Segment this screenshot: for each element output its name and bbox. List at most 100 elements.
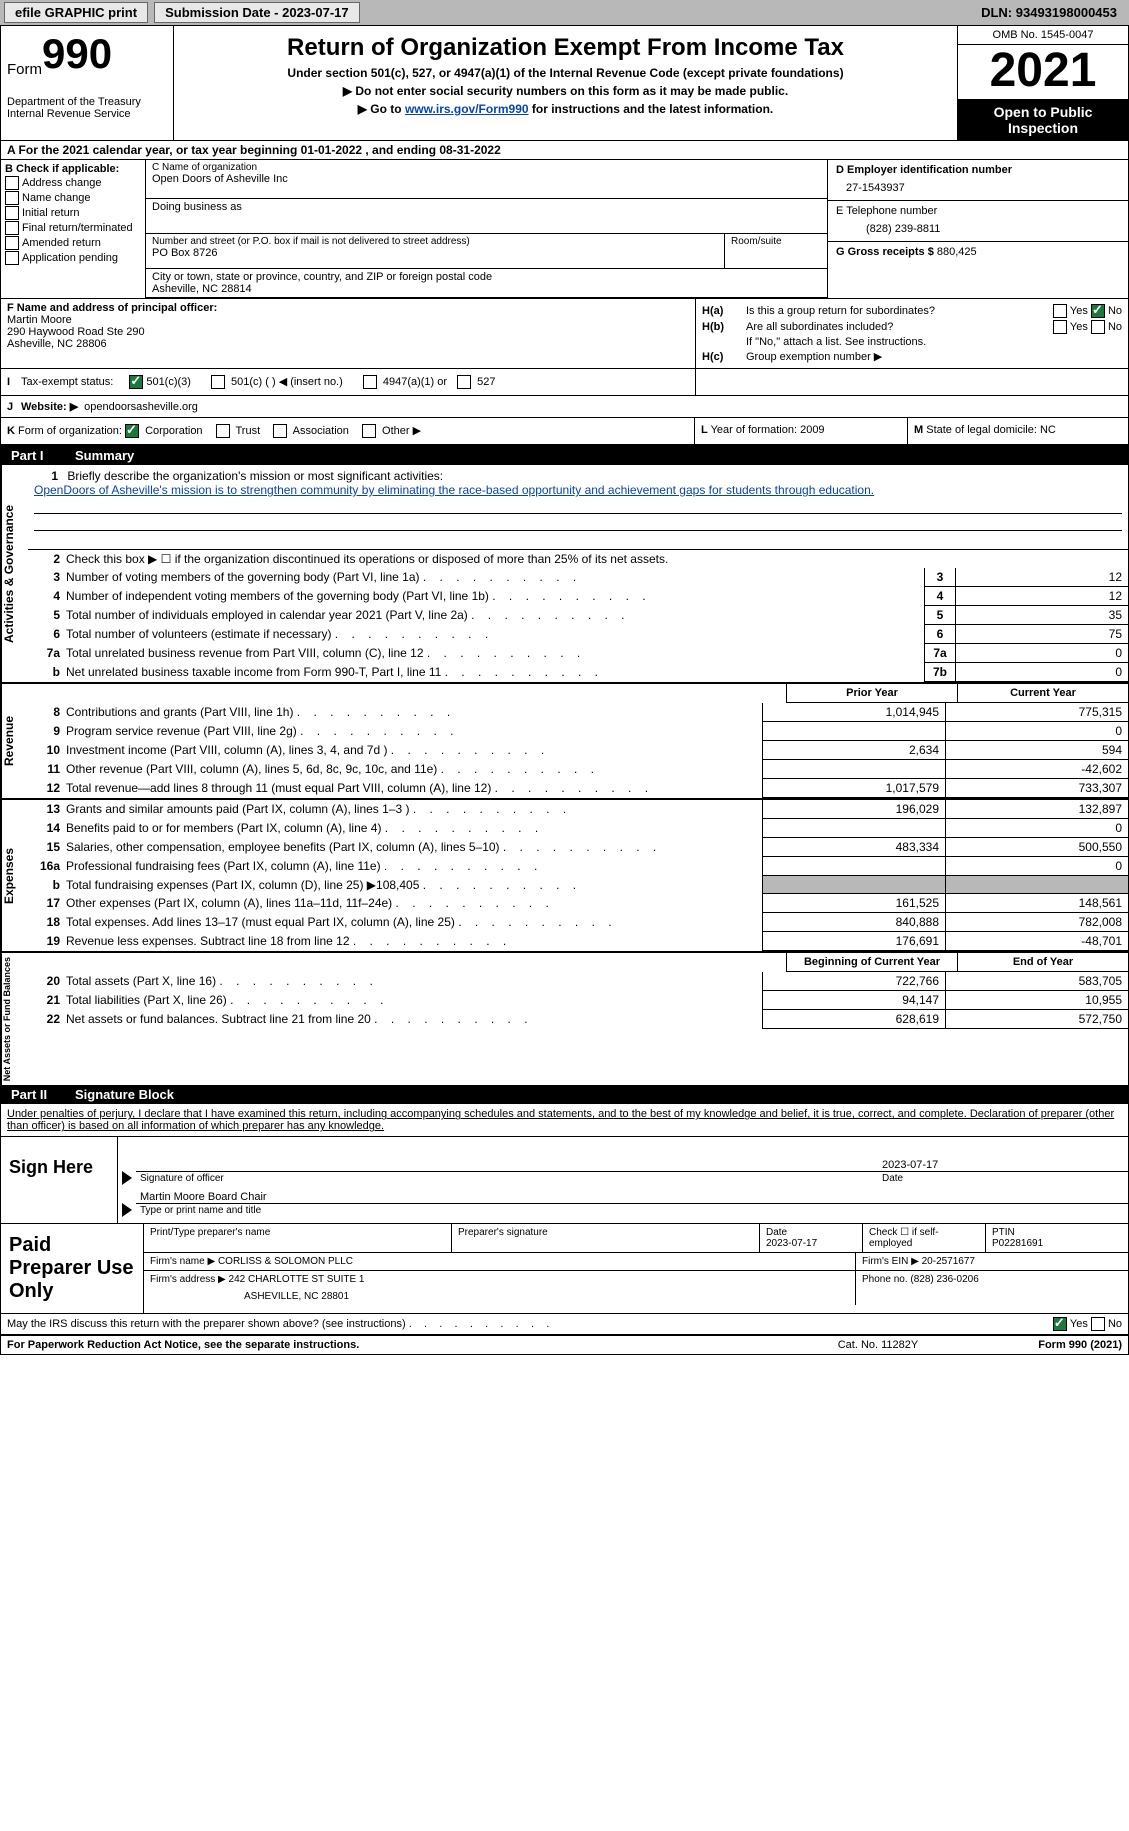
cb-name-change[interactable]: Name change: [5, 191, 141, 205]
header-mid: Return of Organization Exempt From Incom…: [174, 26, 957, 140]
paid-preparer-section: Paid Preparer Use Only Print/Type prepar…: [1, 1223, 1128, 1313]
street-box: Number and street (or P.O. box if mail i…: [146, 234, 725, 268]
col-d: D Employer identification number 27-1543…: [827, 160, 1128, 298]
dln: DLN: 93493198000453: [981, 5, 1125, 20]
efile-print-button[interactable]: efile GRAPHIC print: [4, 2, 148, 23]
cb-trust[interactable]: [216, 424, 230, 438]
dba-box: Doing business as: [146, 199, 827, 234]
row-a-tax-year: A For the 2021 calendar year, or tax yea…: [1, 141, 1128, 160]
irs-yes[interactable]: [1053, 1317, 1067, 1331]
end-year-hdr: End of Year: [957, 953, 1128, 972]
summary-line-7b: bNet unrelated business taxable income f…: [28, 663, 1128, 682]
summary-line-7a: 7aTotal unrelated business revenue from …: [28, 644, 1128, 663]
city-box: City or town, state or province, country…: [146, 269, 827, 298]
sign-here-label: Sign Here: [1, 1137, 118, 1223]
expense-line-b: bTotal fundraising expenses (Part IX, co…: [28, 876, 1128, 894]
tax-year: 2021: [958, 45, 1128, 100]
mission-text: OpenDoors of Asheville's mission is to s…: [34, 483, 874, 497]
form-990-label: Form 990 (2021): [1038, 1339, 1122, 1351]
cb-amended[interactable]: Amended return: [5, 236, 141, 250]
ha-yes[interactable]: [1053, 304, 1067, 318]
year-header-2: Beginning of Current Year End of Year: [28, 953, 1128, 972]
sig-date-label: Date: [878, 1171, 1128, 1185]
perjury-statement: Under penalties of perjury, I declare th…: [1, 1104, 1128, 1136]
summary-line-4: 4Number of independent voting members of…: [28, 587, 1128, 606]
org-name: Open Doors of Asheville Inc: [152, 173, 821, 185]
cb-final[interactable]: Final return/terminated: [5, 221, 141, 235]
ein-box: D Employer identification number 27-1543…: [828, 160, 1128, 201]
form-of-org: K Form of organization: Corporation Trus…: [1, 418, 695, 444]
subdate-label: Submission Date -: [165, 5, 282, 20]
submission-date-button[interactable]: Submission Date - 2023-07-17: [154, 2, 360, 23]
hb-text: Are all subordinates included?: [746, 321, 1053, 333]
revenue-section: Revenue Prior Year Current Year 8Contrib…: [1, 682, 1128, 798]
cb-527[interactable]: [457, 375, 471, 389]
col-h: H(a) Is this a group return for subordin…: [696, 299, 1128, 368]
irs-no[interactable]: [1091, 1317, 1105, 1331]
cb-501c[interactable]: [211, 375, 225, 389]
principal-officer: F Name and address of principal officer:…: [1, 299, 696, 368]
vlabel-ag: Activities & Governance: [1, 465, 28, 682]
netassets-line-21: 21Total liabilities (Part X, line 26)94,…: [28, 991, 1128, 1010]
cb-other[interactable]: [362, 424, 376, 438]
year-formation: L Year of formation: 2009: [695, 418, 908, 444]
expense-line-18: 18Total expenses. Add lines 13–17 (must …: [28, 913, 1128, 932]
prior-year-hdr: Prior Year: [786, 684, 957, 703]
form-number: 990: [42, 30, 112, 78]
officer-name: Martin Moore Board Chair: [136, 1191, 1128, 1203]
topbar: efile GRAPHIC print Submission Date - 20…: [0, 0, 1129, 25]
summary-line-3: 3Number of voting members of the governi…: [28, 568, 1128, 587]
type-name-label: Type or print name and title: [136, 1203, 1128, 1217]
row-klm: K Form of organization: Corporation Trus…: [1, 418, 1128, 446]
cat-no: Cat. No. 11282Y: [838, 1339, 919, 1351]
website-url: opendoorsasheville.org: [84, 401, 198, 413]
expenses-section: Expenses 13Grants and similar amounts pa…: [1, 798, 1128, 951]
expense-line-14: 14Benefits paid to or for members (Part …: [28, 819, 1128, 838]
form-header: Form990 Department of the Treasury Inter…: [1, 26, 1128, 141]
col-b-checkboxes: B Check if applicable: Address change Na…: [1, 160, 146, 298]
vlabel-revenue: Revenue: [1, 684, 28, 798]
irs-link[interactable]: www.irs.gov/Form990: [405, 102, 529, 116]
print-name-cell: Print/Type preparer's name: [144, 1224, 452, 1252]
ptin-cell: PTINP02281691: [986, 1224, 1128, 1252]
hb-yes[interactable]: [1053, 320, 1067, 334]
cb-pending[interactable]: Application pending: [5, 251, 141, 265]
omb-number: OMB No. 1545-0047: [958, 26, 1128, 45]
col-c: C Name of organization Open Doors of Ash…: [146, 160, 827, 298]
self-employed-cell: Check ☐ if self-employed: [863, 1224, 986, 1252]
cb-501c3[interactable]: [129, 375, 143, 389]
subdate-value: 2023-07-17: [282, 5, 349, 20]
website-row: J Website: ▶ opendoorsasheville.org: [1, 396, 1128, 418]
tax-exempt-row: I Tax-exempt status: 501(c)(3) 501(c) ( …: [7, 373, 689, 391]
cb-assoc[interactable]: [273, 424, 287, 438]
activities-governance-section: Activities & Governance 1 Briefly descri…: [1, 465, 1128, 682]
section-bcd: B Check if applicable: Address change Na…: [1, 160, 1128, 299]
room-suite: Room/suite: [725, 234, 827, 268]
form-page: Form990 Department of the Treasury Inter…: [0, 25, 1129, 1355]
expense-line-13: 13Grants and similar amounts paid (Part …: [28, 800, 1128, 819]
cb-4947[interactable]: [363, 375, 377, 389]
gross-receipts: G Gross receipts $ 880,425: [828, 242, 1128, 262]
street-address: PO Box 8726: [152, 247, 718, 259]
section-fh: F Name and address of principal officer:…: [1, 299, 1128, 369]
expense-line-17: 17Other expenses (Part IX, column (A), l…: [28, 894, 1128, 913]
cb-corp[interactable]: [125, 424, 139, 438]
expense-line-19: 19Revenue less expenses. Subtract line 1…: [28, 932, 1128, 951]
revenue-line-9: 9Program service revenue (Part VIII, lin…: [28, 722, 1128, 741]
cb-initial[interactable]: Initial return: [5, 206, 141, 220]
signature-section: Under penalties of perjury, I declare th…: [1, 1104, 1128, 1334]
header-sub3: ▶ Go to www.irs.gov/Form990 for instruct…: [182, 102, 949, 116]
hb-no[interactable]: [1091, 320, 1105, 334]
current-year-hdr: Current Year: [957, 684, 1128, 703]
ha-no[interactable]: [1091, 304, 1105, 318]
firm-phone-cell: Phone no. (828) 236-0206: [856, 1271, 1128, 1305]
ha-text: Is this a group return for subordinates?: [746, 305, 1053, 317]
cb-addr-change[interactable]: Address change: [5, 176, 141, 190]
header-sub2: ▶ Do not enter social security numbers o…: [182, 84, 949, 98]
revenue-line-10: 10Investment income (Part VIII, column (…: [28, 741, 1128, 760]
org-name-box: C Name of organization Open Doors of Ash…: [146, 160, 827, 199]
part-ii-header: Part II Signature Block: [1, 1085, 1128, 1104]
revenue-line-11: 11Other revenue (Part VIII, column (A), …: [28, 760, 1128, 779]
arrow-icon: [122, 1171, 132, 1185]
ein-value: 27-1543937: [836, 176, 1120, 196]
